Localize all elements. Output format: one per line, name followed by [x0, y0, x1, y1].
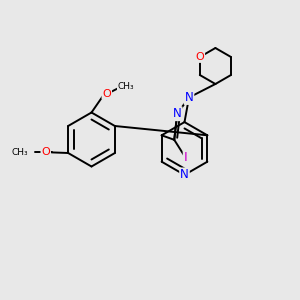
Text: O: O — [102, 88, 111, 99]
Text: N: N — [180, 168, 189, 182]
Text: O: O — [41, 147, 50, 157]
Text: O: O — [195, 52, 204, 62]
Text: N: N — [173, 107, 182, 120]
Text: N: N — [184, 91, 194, 104]
Text: CH₃: CH₃ — [118, 82, 134, 91]
Text: CH₃: CH₃ — [12, 148, 28, 157]
Text: I: I — [184, 151, 188, 164]
